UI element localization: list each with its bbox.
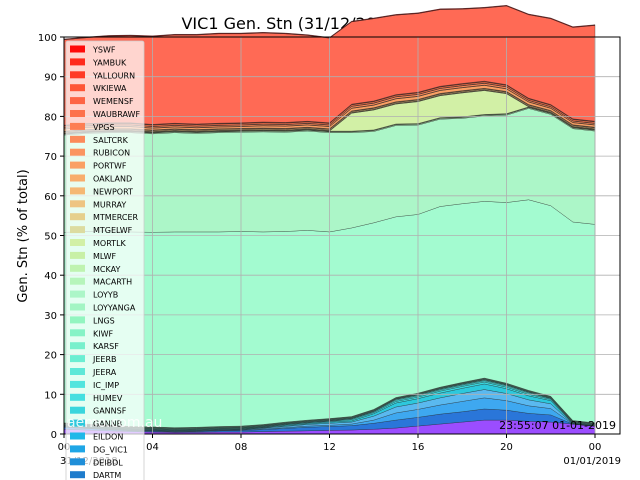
legend-label: PORTWF — [93, 162, 127, 171]
legend-swatch — [70, 226, 85, 234]
legend-swatch — [70, 200, 85, 208]
legend-swatch — [70, 458, 85, 466]
y-tick-label: 10 — [44, 390, 57, 401]
y-tick-label: 90 — [44, 73, 57, 84]
legend-swatch — [70, 277, 85, 285]
y-tick-label: 40 — [44, 271, 57, 282]
x-tick-label: 12 — [323, 442, 336, 453]
legend-swatch — [70, 316, 85, 324]
legend-label: JEERA — [92, 368, 117, 377]
legend-swatch — [70, 161, 85, 169]
plot-area — [63, 4, 620, 435]
legend-label: HUMEV — [93, 394, 123, 403]
legend-label: KIWF — [93, 329, 114, 338]
legend-label: DEIBDL — [93, 458, 123, 467]
legend-label: MCKAY — [93, 265, 120, 274]
legend-swatch — [70, 264, 85, 272]
legend-swatch — [70, 393, 85, 401]
legend-swatch — [70, 445, 85, 453]
legend-swatch — [70, 329, 85, 337]
area-yswf — [63, 4, 596, 40]
legend-swatch — [70, 187, 85, 195]
legend-label: KARSF — [93, 342, 119, 351]
legend-label: GANNB — [93, 420, 122, 429]
legend-label: LOYYANGA — [93, 304, 136, 313]
legend-swatch — [70, 368, 85, 375]
watermark: aemo.com.au — [67, 415, 162, 431]
legend-swatch — [70, 174, 85, 182]
legend-swatch — [70, 406, 85, 414]
legend-swatch — [70, 355, 85, 363]
legend-label: DARTM — [93, 471, 121, 480]
timestamp: 23:55:07 01-01-2019 — [499, 419, 616, 432]
legend-label: NEWPORT — [93, 187, 133, 196]
y-tick-label: 50 — [44, 232, 57, 243]
legend-label: WAUBRAWF — [93, 110, 140, 119]
y-axis-label: Gen. Stn (% of total) — [16, 169, 31, 302]
y-tick-label: 20 — [44, 351, 57, 362]
legend-label: EILDON — [93, 433, 123, 442]
legend-label: WEMENSF — [93, 97, 134, 106]
legend-swatch — [70, 251, 85, 259]
x-tick-label: 04 — [146, 442, 159, 453]
legend-label: YALLOURN — [92, 71, 135, 80]
legend-label: MORTLK — [93, 239, 127, 248]
legend-swatch — [70, 135, 85, 143]
legend-swatch — [70, 432, 85, 440]
legend-swatch — [70, 148, 85, 156]
legend-label: MTGELWF — [93, 226, 133, 235]
x-tick-label: 16 — [412, 442, 425, 453]
y-tick-label: 30 — [44, 311, 57, 322]
legend: YSWF YAMBUK YALLOURN WKIEWA WEMENSF WAUBRAWF V… — [65, 40, 145, 480]
legend-label: LOYYB — [93, 291, 118, 300]
legend-label: YAMBUK — [92, 58, 127, 67]
legend-swatch — [70, 419, 85, 427]
legend-swatch — [70, 122, 85, 130]
legend-label: MURRAY — [93, 200, 126, 209]
x-tick-label: 00 — [58, 442, 71, 453]
legend-label: MLWF — [93, 252, 117, 261]
legend-swatch — [70, 58, 85, 66]
legend-label: SALTCRK — [93, 136, 129, 145]
x-tick-date: 01/01/2019 — [563, 456, 621, 467]
legend-swatch — [70, 45, 85, 53]
legend-label: RUBICON — [93, 149, 130, 158]
legend-label: OAKLAND — [93, 175, 132, 184]
x-tick-label: 00 — [589, 442, 602, 453]
legend-label: VPGS — [93, 123, 115, 132]
legend-label: WKIEWA — [93, 84, 127, 93]
y-tick-label: 80 — [44, 112, 57, 123]
legend-swatch — [70, 110, 85, 117]
legend-swatch — [70, 380, 85, 388]
legend-swatch — [70, 471, 85, 479]
legend-label: JEERB — [92, 355, 117, 364]
y-tick-label: 60 — [44, 192, 57, 203]
legend-box — [65, 40, 145, 480]
legend-label: MTMERCER — [93, 213, 139, 222]
legend-swatch — [70, 342, 85, 350]
legend-swatch — [70, 84, 85, 92]
legend-swatch — [70, 303, 85, 311]
legend-swatch — [70, 239, 85, 246]
legend-label: YSWF — [92, 46, 116, 55]
legend-swatch — [70, 97, 85, 105]
legend-label: DG_VIC1 — [93, 445, 128, 454]
legend-label: IC_IMP — [93, 381, 119, 390]
legend-swatch — [70, 290, 85, 298]
legend-label: LNGS — [93, 316, 115, 325]
y-tick-label: 70 — [44, 152, 57, 163]
x-tick-label: 08 — [235, 442, 248, 453]
annotations: aemo.com.au 23:55:07 01-01-2019 — [67, 415, 616, 432]
y-tick-label: 100 — [38, 33, 57, 44]
legend-swatch — [70, 213, 85, 221]
legend-label: MACARTH — [93, 278, 132, 287]
y-tick-label: 0 — [51, 430, 57, 441]
x-tick-label: 20 — [500, 442, 513, 453]
legend-label: GANNSF — [93, 407, 127, 416]
legend-swatch — [70, 71, 85, 79]
